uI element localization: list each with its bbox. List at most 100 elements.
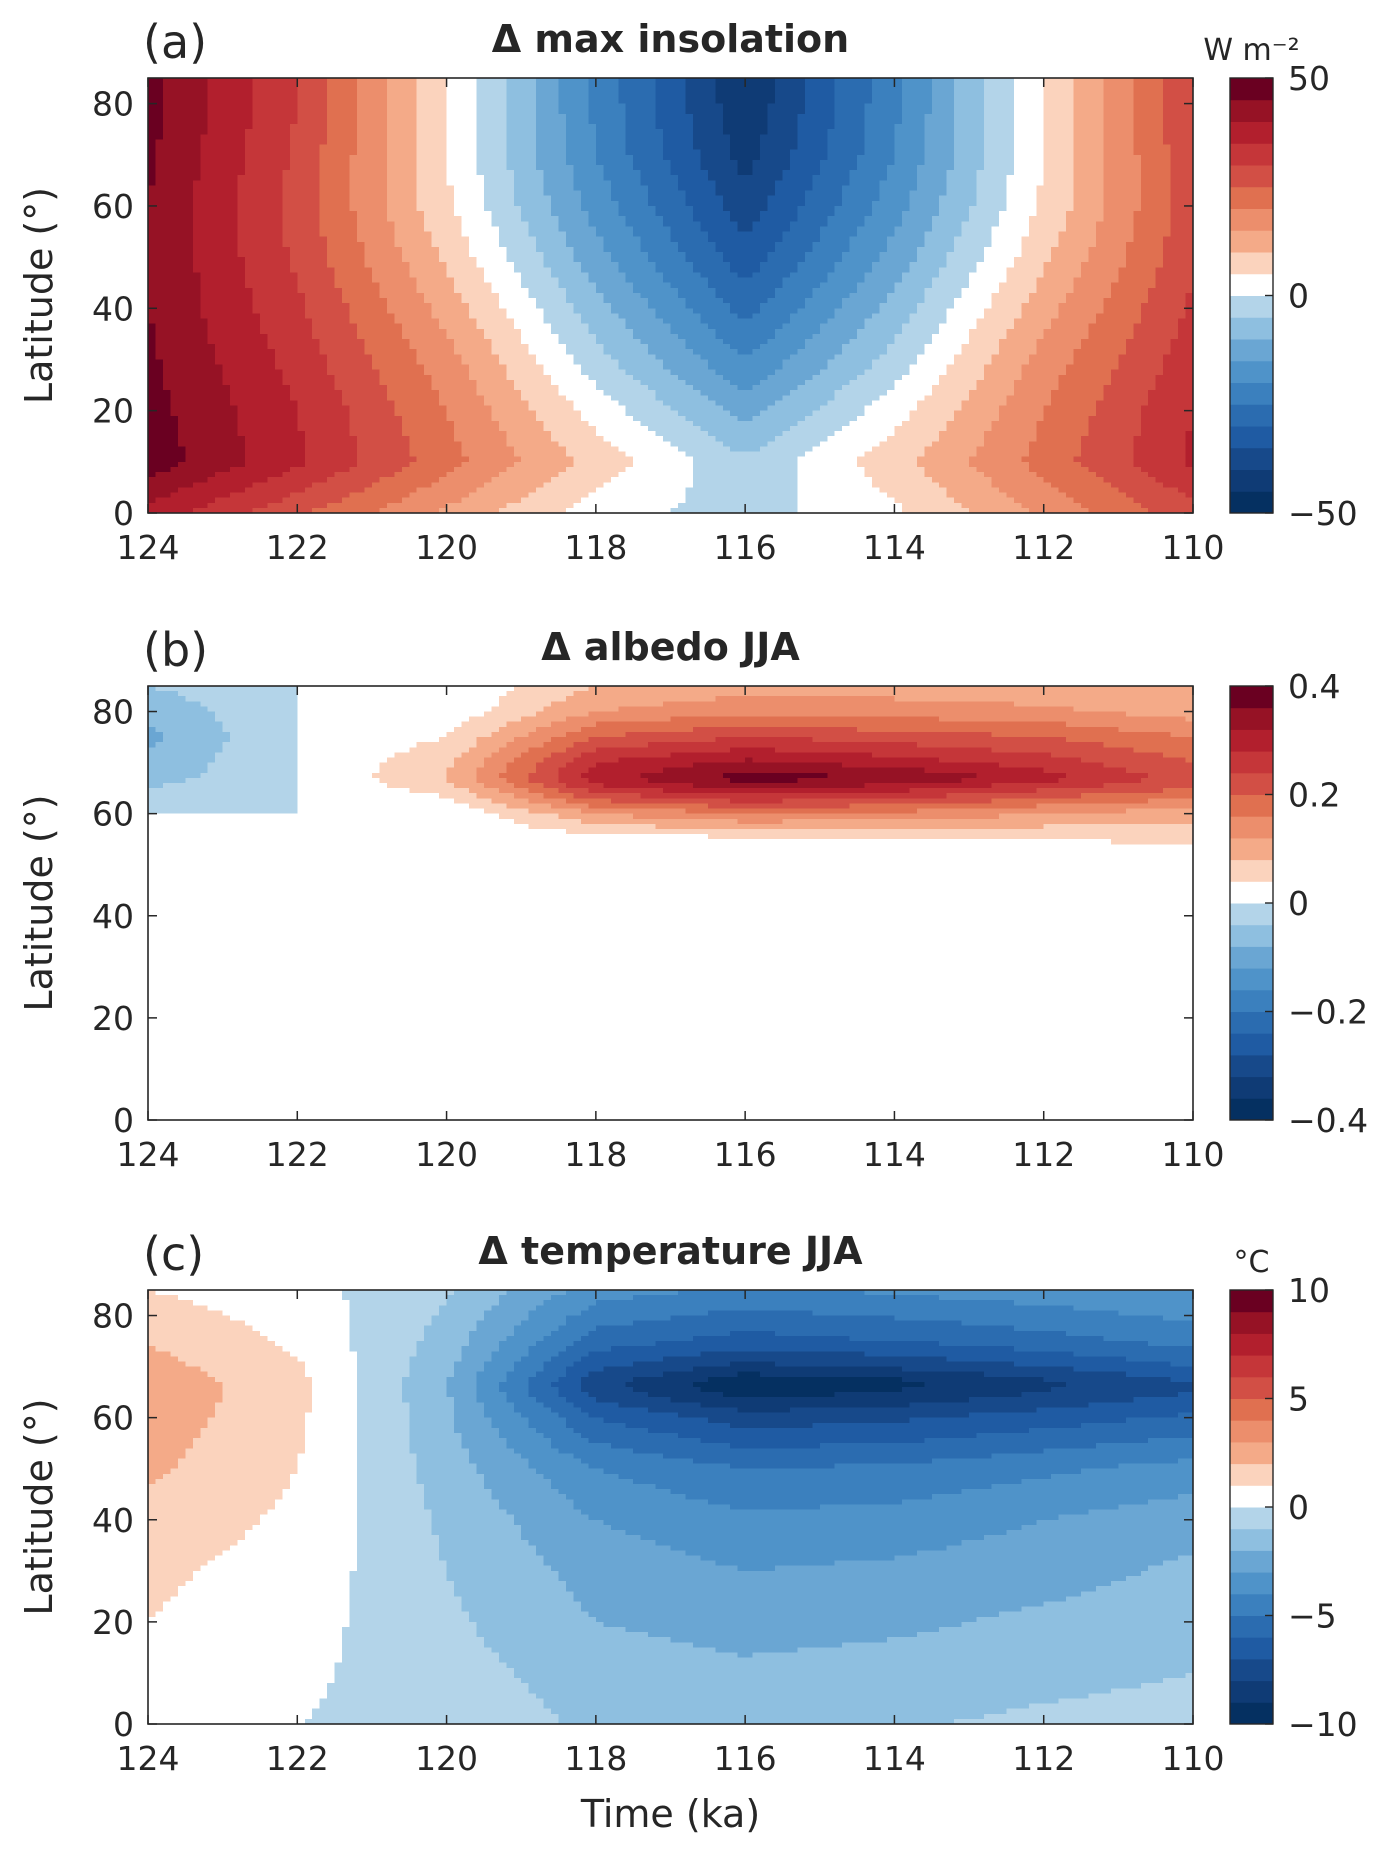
contour-cell: [148, 221, 156, 227]
contour-cell: [865, 201, 873, 207]
contour-cell: [536, 247, 544, 253]
contour-cell: [155, 129, 163, 135]
contour-cell: [760, 129, 768, 135]
contour-cell: [417, 211, 425, 217]
contour-cell: [447, 191, 455, 197]
contour-cell: [238, 175, 246, 181]
contour-cell: [1126, 155, 1134, 161]
contour-cell: [939, 211, 947, 217]
contour-cell: [1059, 124, 1067, 130]
contour-cell: [939, 155, 947, 161]
contour-cell: [865, 119, 873, 125]
contour-cell: [641, 180, 649, 186]
contour-cell: [715, 83, 723, 89]
contour-cell: [588, 139, 596, 145]
contour-cell: [633, 98, 641, 104]
contour-cell: [842, 134, 850, 140]
contour-cell: [439, 124, 447, 130]
contour-cell: [850, 124, 858, 130]
contour-cell: [1081, 124, 1089, 130]
contour-cell: [1014, 201, 1022, 207]
contour-cell: [1103, 211, 1111, 217]
contour-cell: [1156, 196, 1164, 202]
contour-cell: [1156, 104, 1164, 110]
contour-cell: [1029, 216, 1037, 222]
contour-cell: [1141, 237, 1149, 243]
contour-cell: [1141, 185, 1149, 191]
contour-cell: [1074, 247, 1082, 253]
contour-cell: [1133, 216, 1141, 222]
contour-cell: [1036, 160, 1044, 166]
contour-cell: [312, 88, 320, 94]
contour-cell: [484, 109, 492, 115]
contour-cell: [484, 252, 492, 258]
contour-cell: [208, 114, 216, 120]
contour-cell: [618, 98, 626, 104]
contour-cell: [282, 145, 290, 151]
contour-cell: [275, 211, 283, 217]
contour-cell: [155, 78, 163, 84]
contour-cell: [865, 211, 873, 217]
contour-cell: [1156, 175, 1164, 181]
contour-cell: [753, 165, 761, 171]
contour-cell: [1021, 78, 1029, 84]
contour-cell: [782, 221, 790, 227]
contour-cell: [379, 221, 387, 227]
contour-cell: [1133, 78, 1141, 84]
contour-cell: [1021, 196, 1029, 202]
contour-cell: [424, 109, 432, 115]
contour-cell: [230, 252, 238, 258]
contour-cell: [835, 221, 843, 227]
contour-cell: [1126, 93, 1134, 99]
contour-cell: [424, 160, 432, 166]
contour-cell: [514, 180, 522, 186]
contour-cell: [1074, 109, 1082, 115]
contour-cell: [603, 175, 611, 181]
contour-cell: [1096, 139, 1104, 145]
contour-cell: [223, 247, 231, 253]
contour-cell: [491, 104, 499, 110]
contour-cell: [1148, 104, 1156, 110]
contour-cell: [394, 165, 402, 171]
contour-cell: [245, 114, 253, 120]
contour-cell: [223, 216, 231, 222]
contour-cell: [1036, 206, 1044, 212]
contour-cell: [708, 104, 716, 110]
contour-cell: [782, 252, 790, 258]
contour-cell: [499, 211, 507, 217]
contour-cell: [782, 114, 790, 120]
contour-cell: [208, 104, 216, 110]
contour-cell: [409, 206, 417, 212]
contour-cell: [865, 191, 873, 197]
contour-cell: [1066, 114, 1074, 120]
contour-cell: [514, 232, 522, 238]
contour-cell: [447, 119, 455, 125]
contour-cell: [671, 191, 679, 197]
contour-cell: [253, 196, 261, 202]
contour-cell: [551, 139, 559, 145]
contour-cell: [193, 88, 201, 94]
contour-cell: [797, 257, 805, 263]
contour-cell: [999, 226, 1007, 232]
contour-cell: [611, 232, 619, 238]
contour-cell: [596, 134, 604, 140]
contour-cell: [267, 191, 275, 197]
contour-cell: [178, 196, 186, 202]
contour-cell: [894, 134, 902, 140]
contour-cell: [633, 185, 641, 191]
contour-cell: [760, 247, 768, 253]
contour-cell: [738, 145, 746, 151]
contour-cell: [999, 88, 1007, 94]
contour-cell: [932, 98, 940, 104]
contour-cell: [215, 196, 223, 202]
contour-cell: [1141, 83, 1149, 89]
contour-cell: [447, 145, 455, 151]
contour-cell: [1089, 109, 1097, 115]
contour-cell: [223, 196, 231, 202]
contour-cell: [850, 104, 858, 110]
contour-cell: [521, 114, 529, 120]
contour-cell: [1096, 124, 1104, 130]
contour-cell: [394, 119, 402, 125]
contour-cell: [320, 145, 328, 151]
contour-cell: [917, 78, 925, 84]
